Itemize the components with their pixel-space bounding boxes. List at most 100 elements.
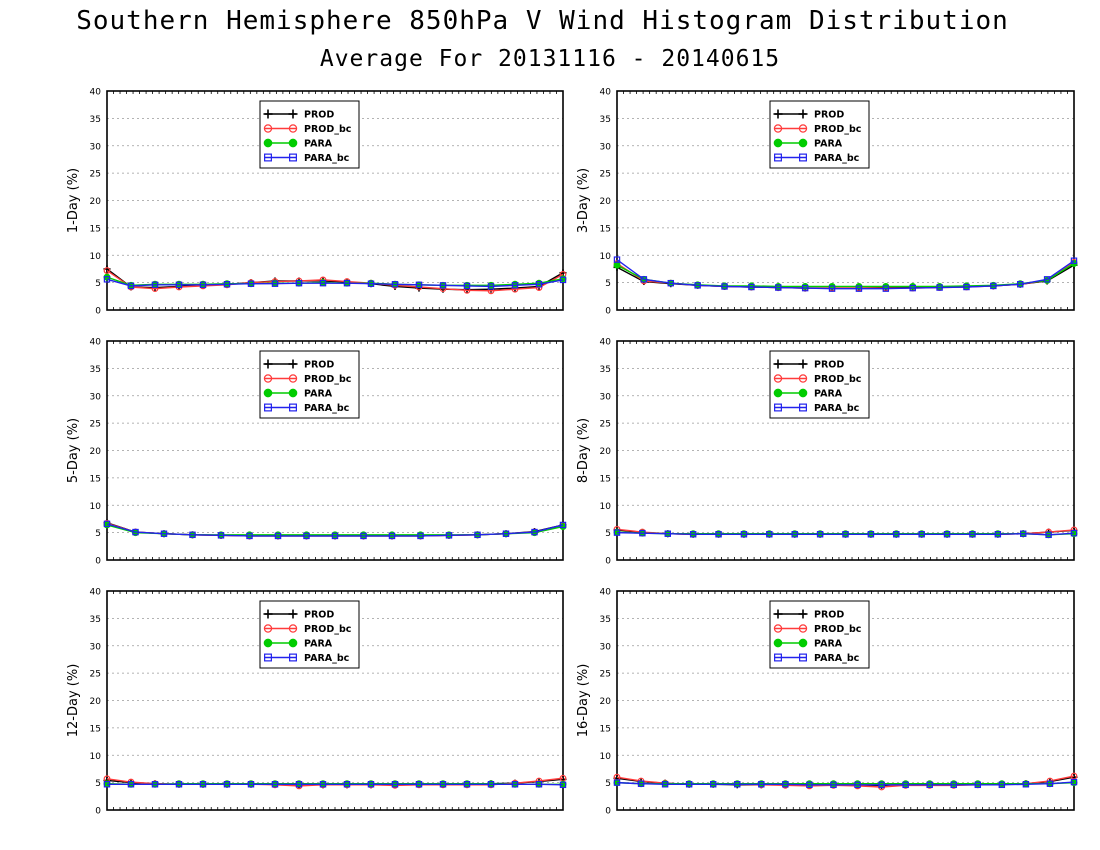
marker-open-square [963,283,970,291]
marker-filled-circle [773,388,783,398]
marker-open-square [319,781,327,788]
marker-open-square [127,781,135,788]
marker-open-square [343,781,351,788]
y-tick-label: 10 [600,252,612,262]
y-tick-label: 35 [90,615,101,625]
marker-open-circle [263,374,273,383]
legend-label: PROD_bc [304,124,351,135]
marker-open-square [766,531,773,538]
marker-open-square [830,781,837,789]
y-tick-label: 15 [90,224,101,234]
series-line-para-bc [107,783,564,786]
marker-open-circle [263,124,273,133]
legend-label: PARA_bc [814,153,859,164]
plot-frame [616,340,1075,561]
marker-open-square [715,531,722,538]
legend-label: PROD [814,610,844,621]
marker-open-square [694,282,701,289]
y-tick-label: 30 [600,142,612,152]
marker-open-square [974,781,982,789]
marker-open-square [264,653,272,662]
y-tick-label: 35 [600,365,611,375]
marker-open-square [367,781,375,788]
marker-open-square [502,530,510,537]
chart-panel-6: 0 5 10 15 20 25 30 35 40 16-Day (%) PROD PROD_bc PAR… [576,588,1078,817]
legend-label: PROD_bc [814,374,861,385]
y-tick-label: 5 [605,779,611,789]
marker-filled-circle [288,638,298,648]
marker-open-square [640,276,648,283]
chart-panel-3: 0 5 10 15 20 25 30 35 40 5-Day (%) PROD PROD_bc PARA… [66,338,567,567]
marker-open-square [816,531,824,538]
marker-open-square [774,403,782,412]
marker-filled-circle [798,388,808,398]
series-line-para-bc [616,259,1075,290]
y-tick-label: 0 [95,307,101,317]
chart-panel-1: 0 5 10 15 20 25 30 35 40 1-Day (%) PROD PROD_bc PARA… [66,88,567,317]
marker-open-square [918,531,925,538]
marker-open-square [388,532,396,540]
marker-open-square [264,403,272,412]
marker-open-square [160,530,168,537]
marker-open-square [709,781,717,788]
legend-label: PARA [814,139,843,150]
marker-open-square [289,153,297,162]
y-tick-label: 30 [90,642,102,652]
y-tick-label: 35 [90,115,101,125]
y-axis-label: 16-Day (%) [576,664,591,738]
marker-open-square [893,531,900,538]
y-tick-label: 35 [600,115,611,125]
marker-open-square [613,529,621,536]
marker-filled-circle [773,638,783,648]
legend: PROD PROD_bc PARA PARA_bc [769,600,870,669]
legend-label: PROD [814,110,844,121]
marker-open-square [559,781,567,789]
marker-open-square [415,281,423,289]
legend-label: PROD_bc [304,374,351,385]
marker-open-square [175,781,183,788]
marker-open-square [799,653,807,662]
marker-open-square [246,532,253,540]
marker-open-square [319,279,327,287]
y-tick-label: 20 [90,697,102,707]
marker-open-square [936,284,943,291]
marker-open-square [799,153,807,162]
y-tick-label: 40 [600,88,612,98]
marker-open-square [664,530,672,537]
y-tick-label: 10 [90,502,102,512]
marker-open-square [882,285,890,292]
marker-open-circle [103,267,111,274]
y-tick-label: 5 [605,279,611,289]
y-tick-label: 25 [90,420,101,430]
y-tick-label: 20 [600,697,612,707]
marker-open-square [637,780,645,787]
marker-filled-circle [288,388,298,398]
marker-open-square [685,781,693,788]
marker-open-square [639,529,646,537]
legend-label: PARA_bc [814,653,859,664]
marker-open-square [1070,778,1078,786]
y-tick-label: 0 [95,807,101,817]
marker-open-square [782,781,789,788]
marker-open-circle [773,374,783,383]
marker-open-square [445,532,453,539]
series-line-prod-bc [106,270,564,292]
marker-filled-circle [263,388,273,398]
marker-open-square [1022,781,1030,788]
y-tick-label: 5 [95,279,101,289]
y-tick-label: 15 [90,724,101,734]
legend: PROD PROD_bc PARA PARA_bc [259,600,360,669]
marker-open-square [151,281,159,289]
plot-frame [616,90,1075,311]
y-tick-label: 5 [95,779,101,789]
marker-open-square [902,781,909,789]
marker-open-square [1070,529,1078,537]
marker-open-square [127,282,135,290]
marker-open-square [806,781,813,789]
y-tick-label: 15 [600,724,611,734]
y-tick-label: 40 [90,88,102,98]
legend-label: PARA_bc [814,403,859,414]
marker-open-circle [288,374,298,383]
marker-open-square [1019,530,1027,537]
y-tick-label: 15 [600,224,611,234]
